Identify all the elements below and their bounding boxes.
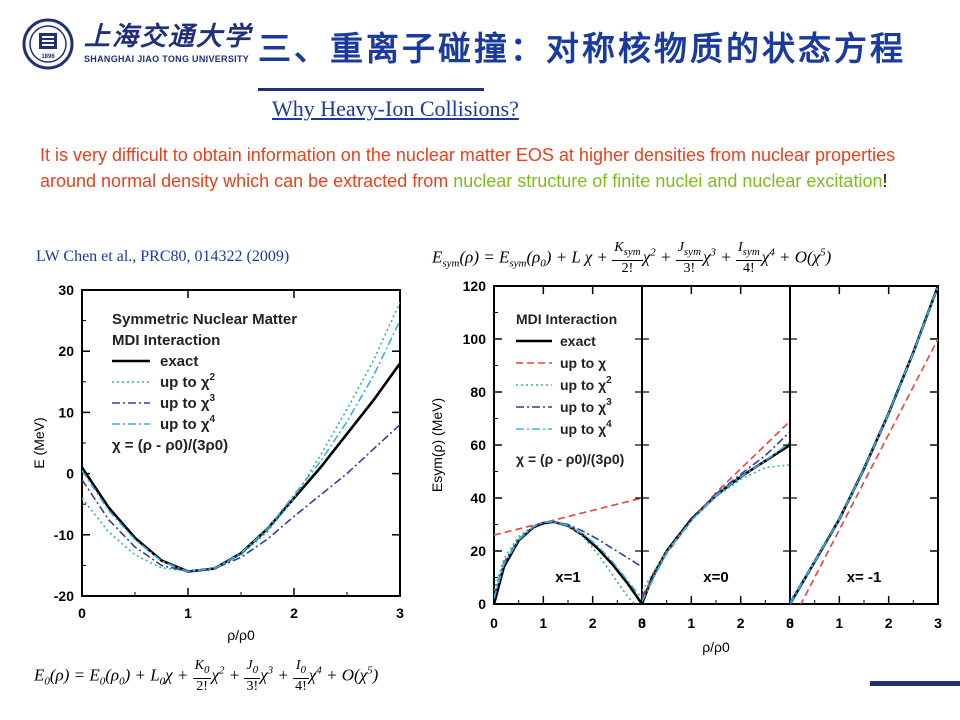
panel-label: x=0 (703, 569, 728, 586)
series-up-to-chi4 (642, 441, 790, 602)
y-tick-label: -20 (54, 588, 74, 604)
panel-label: x=1 (555, 569, 580, 586)
series-up-to-chi4 (82, 320, 400, 573)
x-tick-label: 3 (934, 615, 942, 631)
x-tick-label: 1 (687, 615, 695, 631)
x-tick-label: 2 (290, 605, 298, 621)
series-up-to-chi4 (790, 286, 938, 604)
x-tick-label: 0 (638, 615, 646, 631)
title-rule (258, 88, 484, 91)
legend-label: up to χ4 (560, 419, 612, 437)
legend-label: up to χ2 (160, 372, 215, 391)
y-tick-label: 20 (58, 343, 74, 359)
slide-title: 三、重离子碰撞：对称核物质的状态方程 (258, 29, 906, 68)
series-up-to-chi2 (82, 301, 400, 573)
y-tick-label: 120 (463, 278, 487, 294)
x-axis-label: ρ/ρ0 (227, 627, 255, 643)
y-tick-label: 10 (58, 404, 74, 420)
chi-definition: χ = (ρ - ρ0)/(3ρ0) (516, 451, 624, 467)
series-up-to-chi2 (790, 288, 938, 602)
x-tick-label: 2 (885, 615, 893, 631)
y-tick-label: 100 (463, 331, 487, 347)
y-axis-label: Esym(ρ) (MeV) (429, 398, 445, 492)
x-axis-label: ρ/ρ0 (702, 639, 730, 655)
university-logo: 1896 (22, 18, 74, 70)
e0-equation: E0(ρ) = E0(ρ0) + L0χ + K0 2! χ2 + J0 3! χ3 +… (34, 658, 379, 694)
x-tick-label: 1 (184, 605, 192, 621)
x-tick-label: 1 (835, 615, 843, 631)
y-tick-label: -10 (54, 527, 74, 543)
citation: LW Chen et al., PRC80, 014322 (2009) (36, 248, 290, 265)
legend-title: MDI Interaction (516, 311, 617, 327)
legend-label: up to χ4 (160, 414, 215, 433)
series-exact (82, 362, 400, 573)
subtitle: Why Heavy-Ion Collisions? (272, 96, 519, 121)
x-tick-label: 0 (78, 605, 86, 621)
paragraph-text: It is very difficult to obtain informati… (40, 145, 896, 191)
legend-title: MDI Interaction (112, 332, 220, 349)
chi-definition: χ = (ρ - ρ0)/(3ρ0) (112, 437, 228, 454)
series-up-to-chi4 (494, 520, 642, 600)
legend-label: exact (560, 333, 596, 349)
paragraph-end: ! (882, 171, 888, 191)
legend-label: up to χ3 (560, 397, 612, 415)
y-tick-label: 80 (470, 384, 486, 400)
y-tick-label: 0 (478, 596, 486, 612)
series-up-to-chi (800, 338, 938, 604)
legend-title: Symmetric Nuclear Matter (112, 311, 297, 328)
x-tick-label: 2 (589, 615, 597, 631)
footer-bar (870, 681, 960, 686)
x-tick-label: 3 (638, 615, 646, 631)
intro-paragraph: It is very difficult to obtain informati… (40, 142, 940, 194)
legend-label: up to χ3 (160, 393, 215, 412)
x-tick-label: 0 (786, 615, 794, 631)
y-tick-label: 30 (58, 282, 74, 298)
x-tick-label: 3 (396, 605, 404, 621)
logo-year: 1896 (41, 54, 55, 60)
x-tick-label: 2 (737, 615, 745, 631)
series-up-to-chi3 (790, 286, 938, 604)
school-name-en: SHANGHAI JIAO TONG UNIVERSITY (84, 54, 250, 64)
school-name-cn: 上海交通大学 (84, 22, 253, 52)
legend-label: up to χ2 (560, 375, 612, 393)
paragraph-highlight: nuclear structure of finite nuclei and n… (453, 171, 883, 191)
legend-label: up to χ (560, 355, 606, 371)
legend-label: exact (160, 353, 198, 370)
symmetric-matter-chart: 0 1 2 3 -20 -10 0 10 20 30 ρ/ρ0 E (MeV) Symmetric Nu… (31, 282, 404, 643)
esym-equation: Esym(ρ) = Esym(ρ0) + L χ + Ksym 2! χ2 + Js… (432, 240, 832, 276)
series-up-to-chi2 (494, 521, 636, 604)
series-up-to-chi3 (494, 520, 642, 597)
y-axis-label: E (MeV) (31, 417, 47, 468)
series-exact (790, 286, 938, 604)
series-up-to-chi3 (82, 424, 400, 573)
x-tick-label: 1 (539, 615, 547, 631)
series-up-to-chi (494, 497, 642, 536)
x-tick-label: 3 (786, 615, 794, 631)
y-tick-label: 40 (470, 490, 486, 506)
y-tick-label: 20 (470, 543, 486, 559)
panel-label: x= -1 (847, 569, 882, 586)
y-tick-label: 60 (470, 437, 486, 453)
x-tick-label: 0 (490, 615, 498, 631)
series-exact (494, 520, 642, 604)
y-tick-label: 0 (66, 466, 74, 482)
